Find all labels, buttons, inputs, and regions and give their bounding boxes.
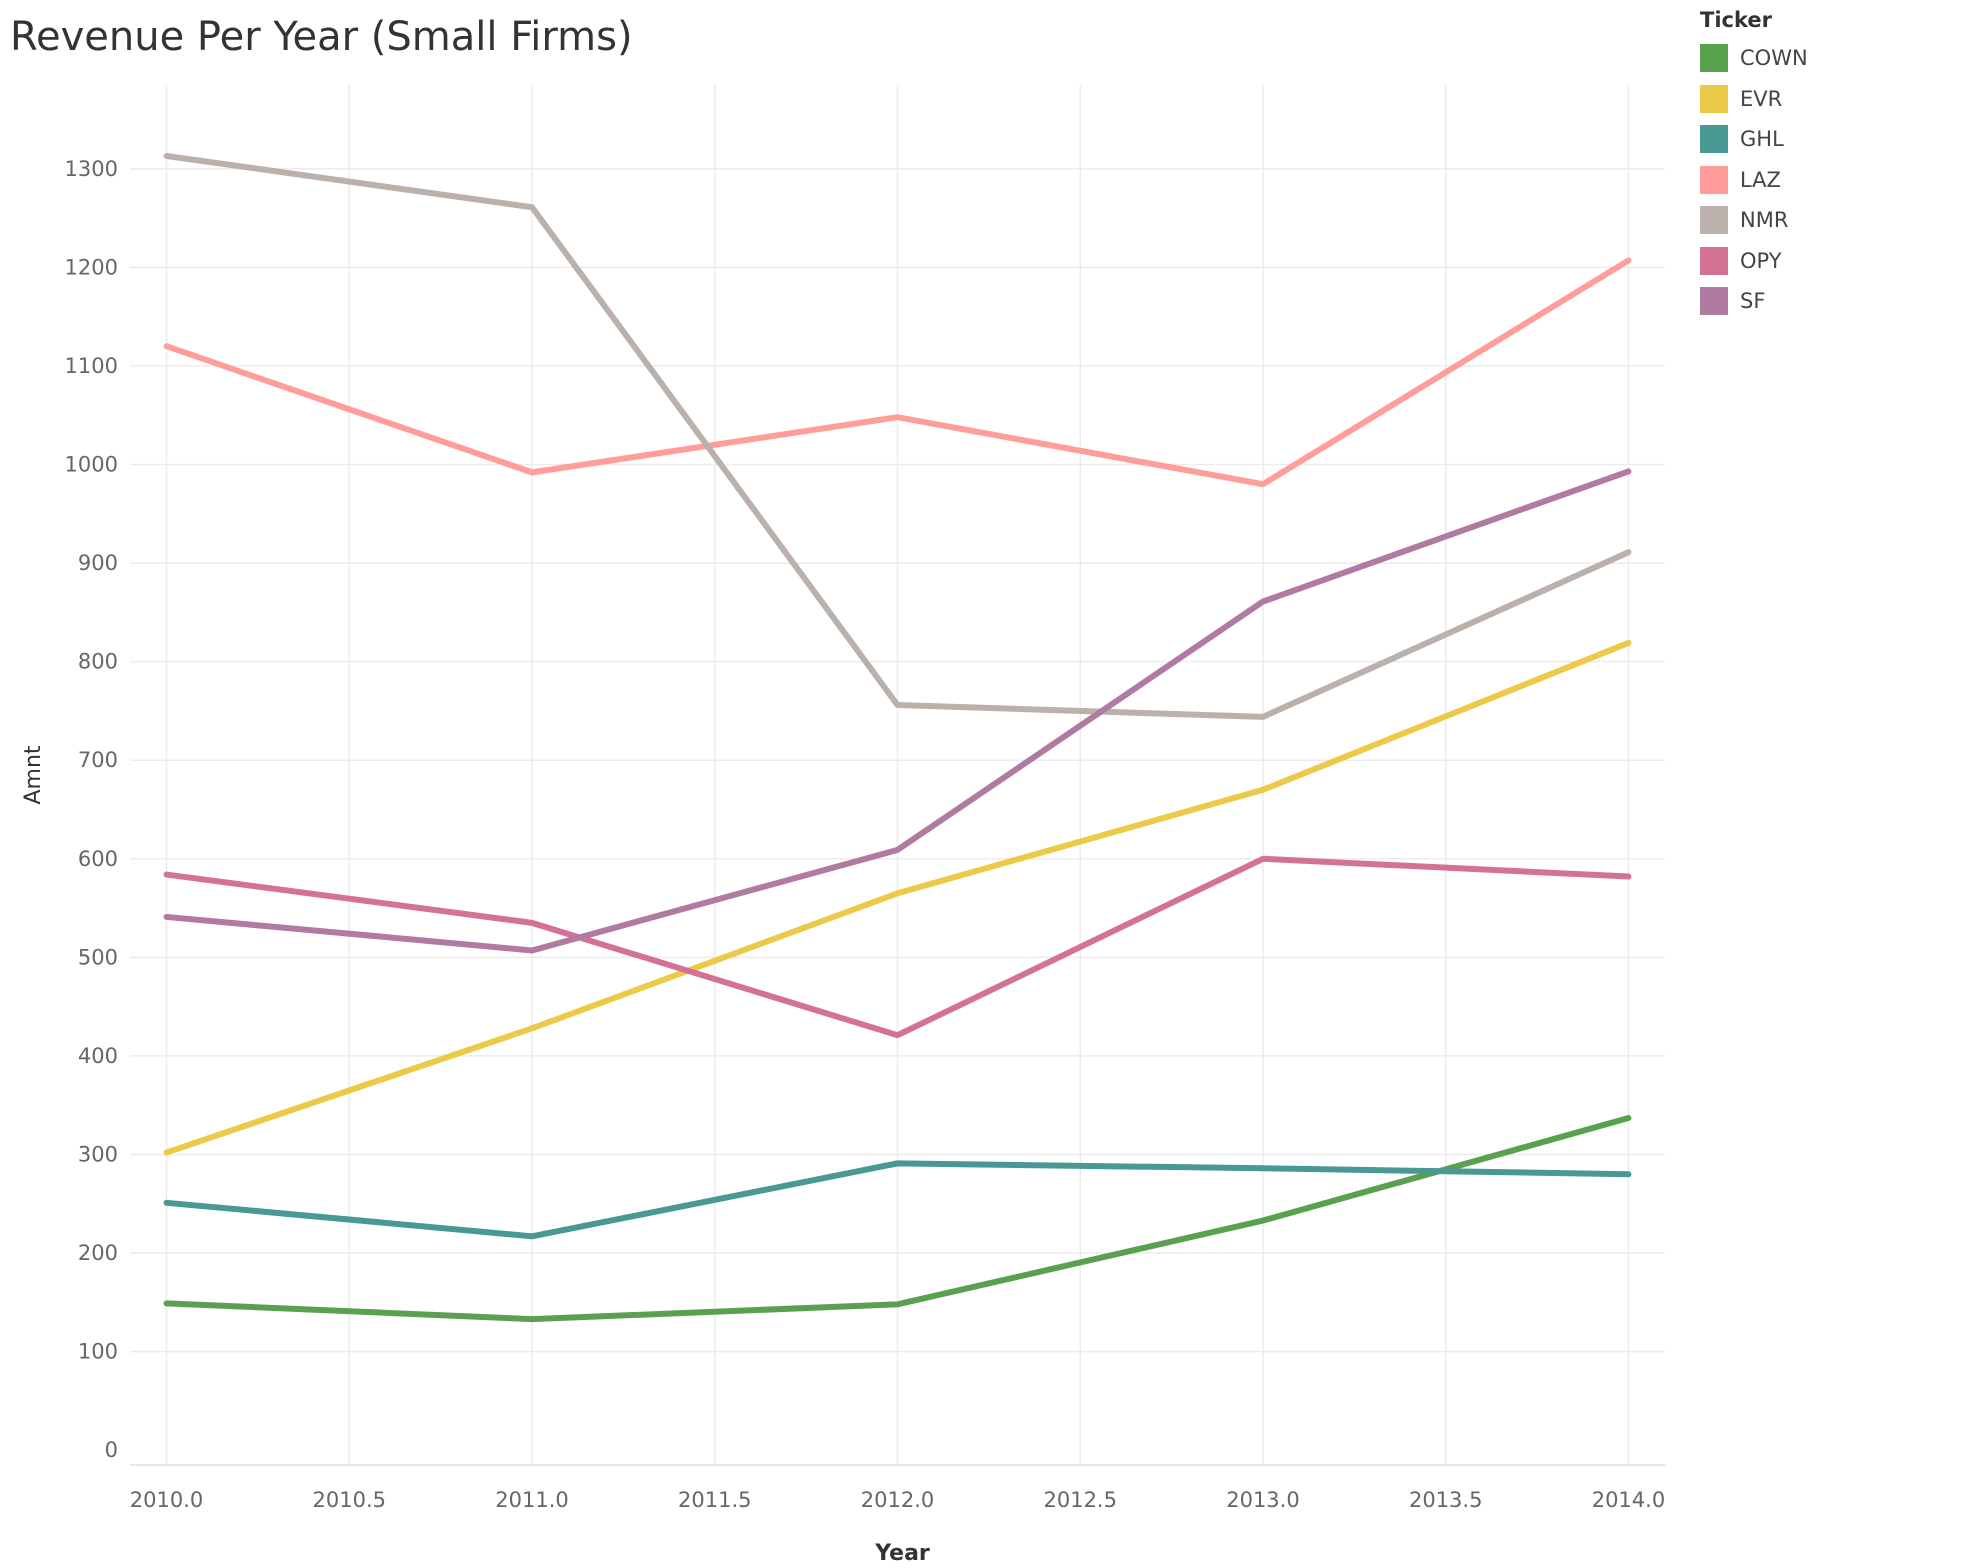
series-line-laz[interactable] — [163, 257, 1632, 488]
x-tick-label: 2014.0 — [1592, 1488, 1665, 1512]
legend-item-sf[interactable]: SF — [1700, 281, 1808, 322]
y-tick-label: 400 — [78, 1044, 118, 1068]
legend-label: LAZ — [1740, 167, 1781, 192]
series-line-evr[interactable] — [163, 639, 1632, 1156]
y-tick-label: 200 — [78, 1241, 118, 1265]
y-tick-label: 900 — [78, 551, 118, 575]
series-line-ghl[interactable] — [163, 1160, 1632, 1240]
legend-item-nmr[interactable]: NMR — [1700, 200, 1808, 241]
legend-swatch — [1700, 84, 1728, 113]
x-axis-title: Year — [874, 1541, 930, 1566]
x-tick-label: 2011.5 — [678, 1488, 751, 1512]
y-tick-label: 100 — [78, 1340, 118, 1364]
series-line-sf[interactable] — [163, 468, 1632, 954]
legend-title: Ticker — [1700, 8, 1772, 32]
y-tick-label: 0 — [105, 1438, 118, 1462]
series-line-opy[interactable] — [163, 855, 1632, 1039]
y-tick-label: 800 — [78, 650, 118, 674]
legend-items: COWN EVR GHL LAZ NMR OPY SF — [1700, 38, 1808, 322]
legend: Ticker COWN EVR GHL LAZ NMR OPY SF — [1700, 8, 1808, 322]
legend-item-laz[interactable]: LAZ — [1700, 160, 1808, 201]
x-tick-label: 2010.0 — [130, 1488, 203, 1512]
legend-swatch — [1700, 287, 1728, 316]
legend-swatch — [1700, 165, 1728, 194]
y-axis-title: Amnt — [21, 745, 46, 804]
legend-swatch — [1700, 246, 1728, 275]
series-line-cown[interactable] — [163, 1115, 1632, 1323]
x-tick-label: 2011.0 — [495, 1488, 568, 1512]
legend-label: SF — [1740, 289, 1766, 314]
series-line-nmr[interactable] — [163, 152, 1632, 720]
y-tick-label: 500 — [78, 945, 118, 969]
x-tick-label: 2012.5 — [1043, 1488, 1116, 1512]
y-tick-label: 1000 — [65, 453, 118, 477]
tick-labels: 2010.0 2010.5 2011.0 2011.5 2012.0 2012.5 2013… — [65, 157, 1666, 1512]
legend-label: COWN — [1740, 46, 1808, 71]
legend-item-evr[interactable]: EVR — [1700, 79, 1808, 120]
chart-title: Revenue Per Year (Small Firms) — [10, 14, 633, 60]
legend-label: NMR — [1740, 208, 1789, 233]
legend-item-opy[interactable]: OPY — [1700, 241, 1808, 282]
y-tick-label: 1100 — [65, 354, 118, 378]
legend-item-ghl[interactable]: GHL — [1700, 119, 1808, 160]
series-lines — [163, 152, 1632, 1323]
gridlines — [130, 85, 1665, 1466]
y-tick-label: 700 — [78, 748, 118, 772]
y-tick-label: 600 — [78, 847, 118, 871]
y-tick-label: 1300 — [65, 157, 118, 181]
x-tick-label: 2013.5 — [1409, 1488, 1482, 1512]
legend-label: OPY — [1740, 248, 1782, 273]
y-tick-label: 300 — [78, 1143, 118, 1167]
legend-swatch — [1700, 206, 1728, 235]
legend-label: EVR — [1740, 86, 1783, 111]
legend-item-cown[interactable]: COWN — [1700, 38, 1808, 79]
x-tick-label: 2012.0 — [861, 1488, 934, 1512]
y-tick-label: 1200 — [65, 255, 118, 279]
x-tick-label: 2010.5 — [313, 1488, 386, 1512]
legend-swatch — [1700, 125, 1728, 154]
x-tick-label: 2013.0 — [1226, 1488, 1299, 1512]
legend-swatch — [1700, 44, 1728, 73]
legend-label: GHL — [1740, 127, 1784, 152]
